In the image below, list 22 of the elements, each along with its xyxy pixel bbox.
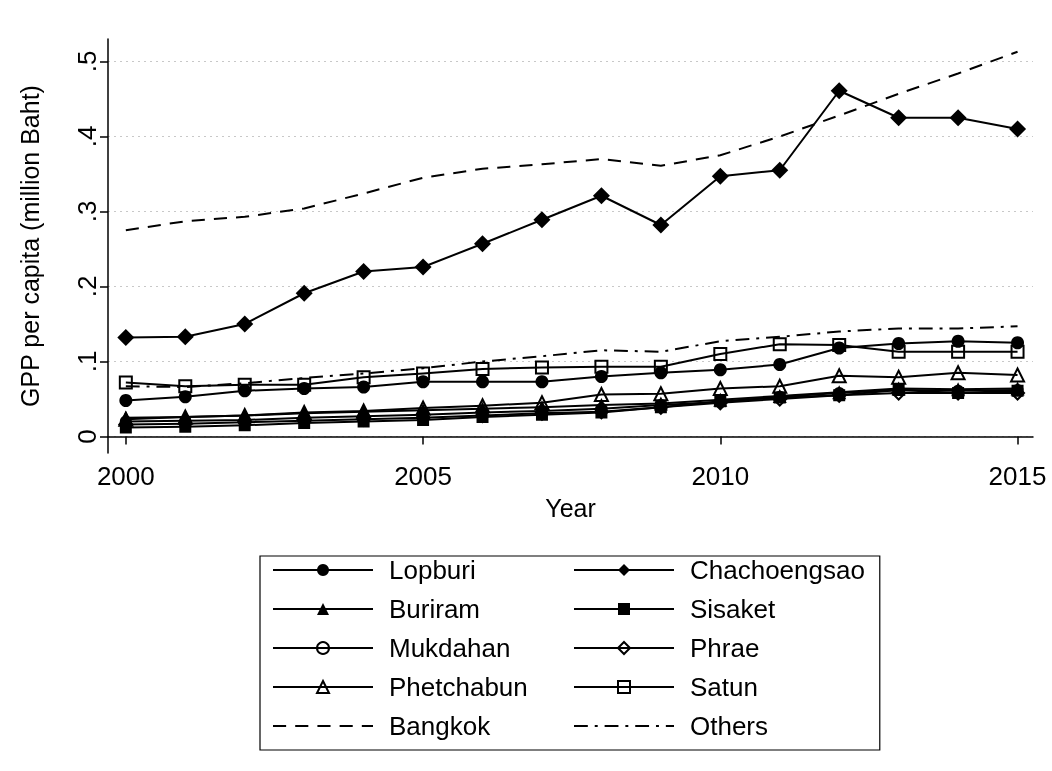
- y-tick-label: 0: [72, 429, 102, 444]
- legend-label: Lopburi: [389, 555, 476, 585]
- legend-label: Chachoengsao: [690, 555, 865, 585]
- legend-label: Phrae: [690, 633, 760, 663]
- x-tick-label: 2000: [96, 461, 155, 491]
- legend-label: Sisaket: [690, 594, 777, 624]
- legend-label: Phetchabun: [389, 672, 528, 702]
- legend-label: Buriram: [389, 594, 481, 624]
- y-tick-label: .5: [72, 50, 102, 73]
- y-tick-label: .4: [72, 125, 102, 148]
- legend-label: Others: [690, 711, 769, 741]
- legend-label: Mukdahan: [389, 633, 511, 663]
- legend-label: Satun: [690, 672, 758, 702]
- x-tick-label: 2015: [988, 461, 1047, 491]
- y-axis-title: GPP per capita (million Baht): [15, 85, 44, 407]
- x-axis-title: Year: [545, 493, 596, 522]
- y-tick-label: .2: [72, 275, 102, 298]
- x-tick-label: 2005: [394, 461, 452, 491]
- legend-label: Bangkok: [389, 711, 492, 741]
- y-tick-label: .1: [72, 350, 102, 373]
- y-tick-label: .3: [72, 200, 102, 223]
- x-tick-label: 2010: [691, 461, 750, 491]
